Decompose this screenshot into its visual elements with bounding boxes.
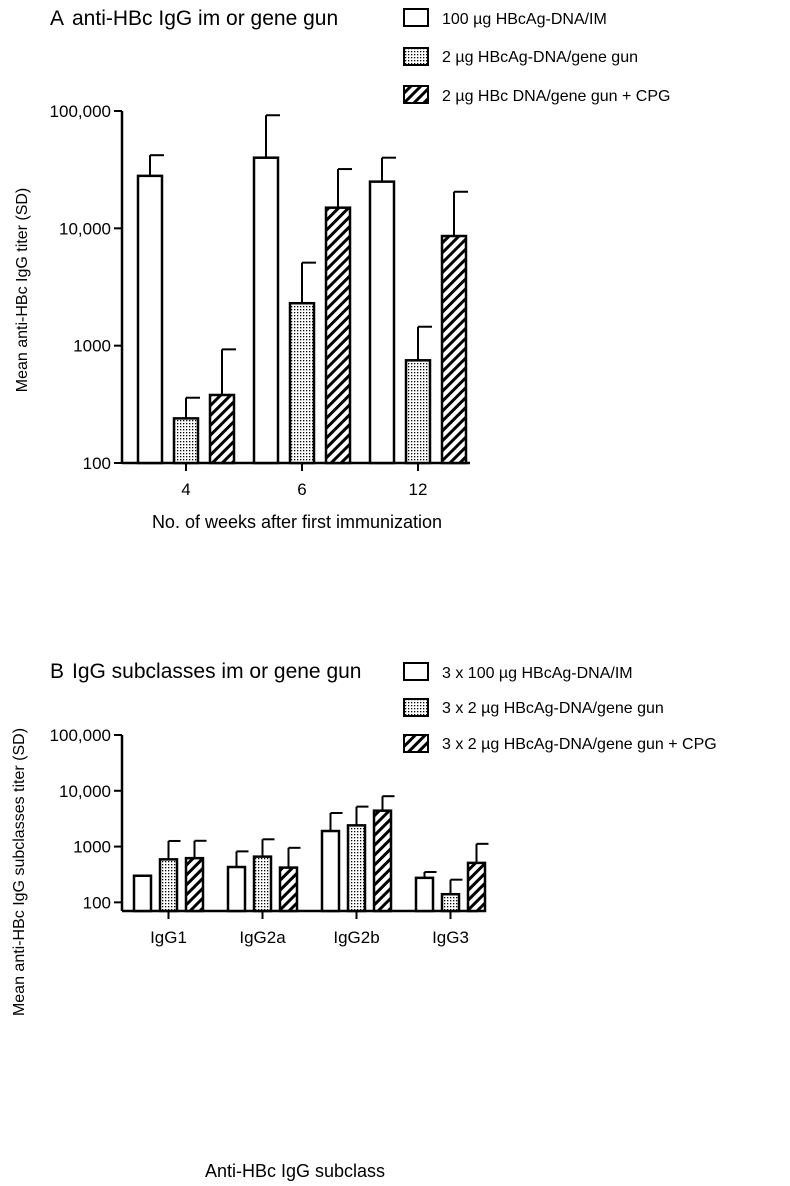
panel-b-legend: 3 x 100 µg HBcAg-DNA/IM 3 x 2 µg HBcAg-D…	[403, 662, 717, 753]
panel-a-y-tick-label: 10,000	[59, 219, 111, 238]
panel-b-y-axis-title: Mean anti-HBc IgG subclasses titer (SD)	[11, 728, 28, 1016]
panel-b-letter: B	[50, 660, 64, 683]
panel-a-y-tick-label: 100,000	[50, 102, 111, 121]
panel-a-bar	[324, 206, 352, 465]
panel-b-bar	[372, 809, 393, 913]
panel-a-y-tick-label: 1000	[73, 337, 111, 356]
legend-b-swatch-0	[403, 662, 429, 681]
panel-b-bar	[252, 855, 273, 913]
panel-a-bar	[172, 417, 200, 465]
panel-a-letter: A	[50, 7, 64, 30]
panel-a-bar	[208, 393, 236, 465]
panel-b-bar	[226, 865, 247, 913]
panel-a-y-tick-label: 100	[83, 454, 111, 473]
panel-b-x-tick-label: IgG3	[432, 928, 469, 947]
panel-b-x-tick-label: IgG1	[150, 928, 187, 947]
panel-a-bar	[252, 156, 280, 465]
panel-b-bar	[184, 856, 205, 913]
legend-a-swatch-1	[403, 47, 429, 66]
panel-a-bar	[136, 174, 164, 465]
legend-b-label-2: 3 x 2 µg HBcAg-DNA/gene gun + CPG	[442, 736, 717, 753]
panel-b-bar	[132, 874, 153, 913]
panel-a-bar	[440, 234, 468, 465]
panel-b-bar	[440, 892, 461, 913]
panel-b-bar	[278, 866, 299, 913]
panel-a-title: anti-HBc IgG im or gene gun	[72, 7, 338, 30]
legend-b-label-1: 3 x 2 µg HBcAg-DNA/gene gun	[442, 700, 664, 717]
panel-b-bar	[158, 858, 179, 913]
panel-a-x-axis-title: No. of weeks after first immunization	[152, 512, 442, 532]
panel-a-x-tick-label: 6	[297, 480, 306, 499]
legend-a-swatch-0	[403, 8, 429, 27]
panel-b-x-axis-title: Anti-HBc IgG subclass	[205, 1161, 385, 1181]
panel-a-plot: 100 1000 10,000 100,000 4 6 12	[50, 102, 470, 499]
panel-b-x-tick-label: IgG2b	[333, 928, 379, 947]
legend-a-label-0: 100 µg HBcAg-DNA/IM	[442, 11, 607, 28]
panel-a-x-tick-label: 12	[409, 480, 428, 499]
panel-a-x-tick-label: 4	[181, 480, 190, 499]
panel-b-bar	[320, 829, 341, 913]
panel-b: B IgG subclasses im or gene gun 3 x 100 …	[11, 660, 717, 1181]
panel-a-bar	[404, 359, 432, 465]
panel-b-title: IgG subclasses im or gene gun	[72, 660, 362, 683]
panel-a: A anti-HBc IgG im or gene gun 100 µg HBc…	[14, 7, 670, 532]
panel-b-x-tick-label: IgG2a	[239, 928, 286, 947]
legend-a-label-2: 2 µg HBc DNA/gene gun + CPG	[442, 88, 670, 105]
panel-b-y-tick-label: 10,000	[59, 782, 111, 801]
legend-b-swatch-2	[403, 734, 429, 753]
panel-b-y-tick-label: 100,000	[50, 726, 111, 745]
legend-a-swatch-2	[403, 85, 429, 104]
panel-a-legend: 100 µg HBcAg-DNA/IM 2 µg HBcAg-DNA/gene …	[403, 8, 670, 105]
panel-b-bar	[346, 824, 367, 913]
panel-a-bar	[288, 301, 316, 465]
legend-a-label-1: 2 µg HBcAg-DNA/gene gun	[442, 49, 638, 66]
panel-a-bar	[368, 180, 396, 465]
panel-b-bar	[466, 861, 487, 913]
panel-b-plot: 100 1000 10,000 100,000 IgG1 IgG2a IgG2b IgG3	[50, 726, 489, 947]
legend-b-swatch-1	[403, 698, 429, 717]
panel-b-y-tick-label: 1000	[73, 838, 111, 857]
panel-a-y-axis-title: Mean anti-HBc IgG titer (SD)	[14, 188, 31, 393]
panel-b-y-tick-label: 100	[83, 893, 111, 912]
legend-b-label-0: 3 x 100 µg HBcAg-DNA/IM	[442, 665, 633, 682]
panel-b-bar	[414, 876, 435, 913]
